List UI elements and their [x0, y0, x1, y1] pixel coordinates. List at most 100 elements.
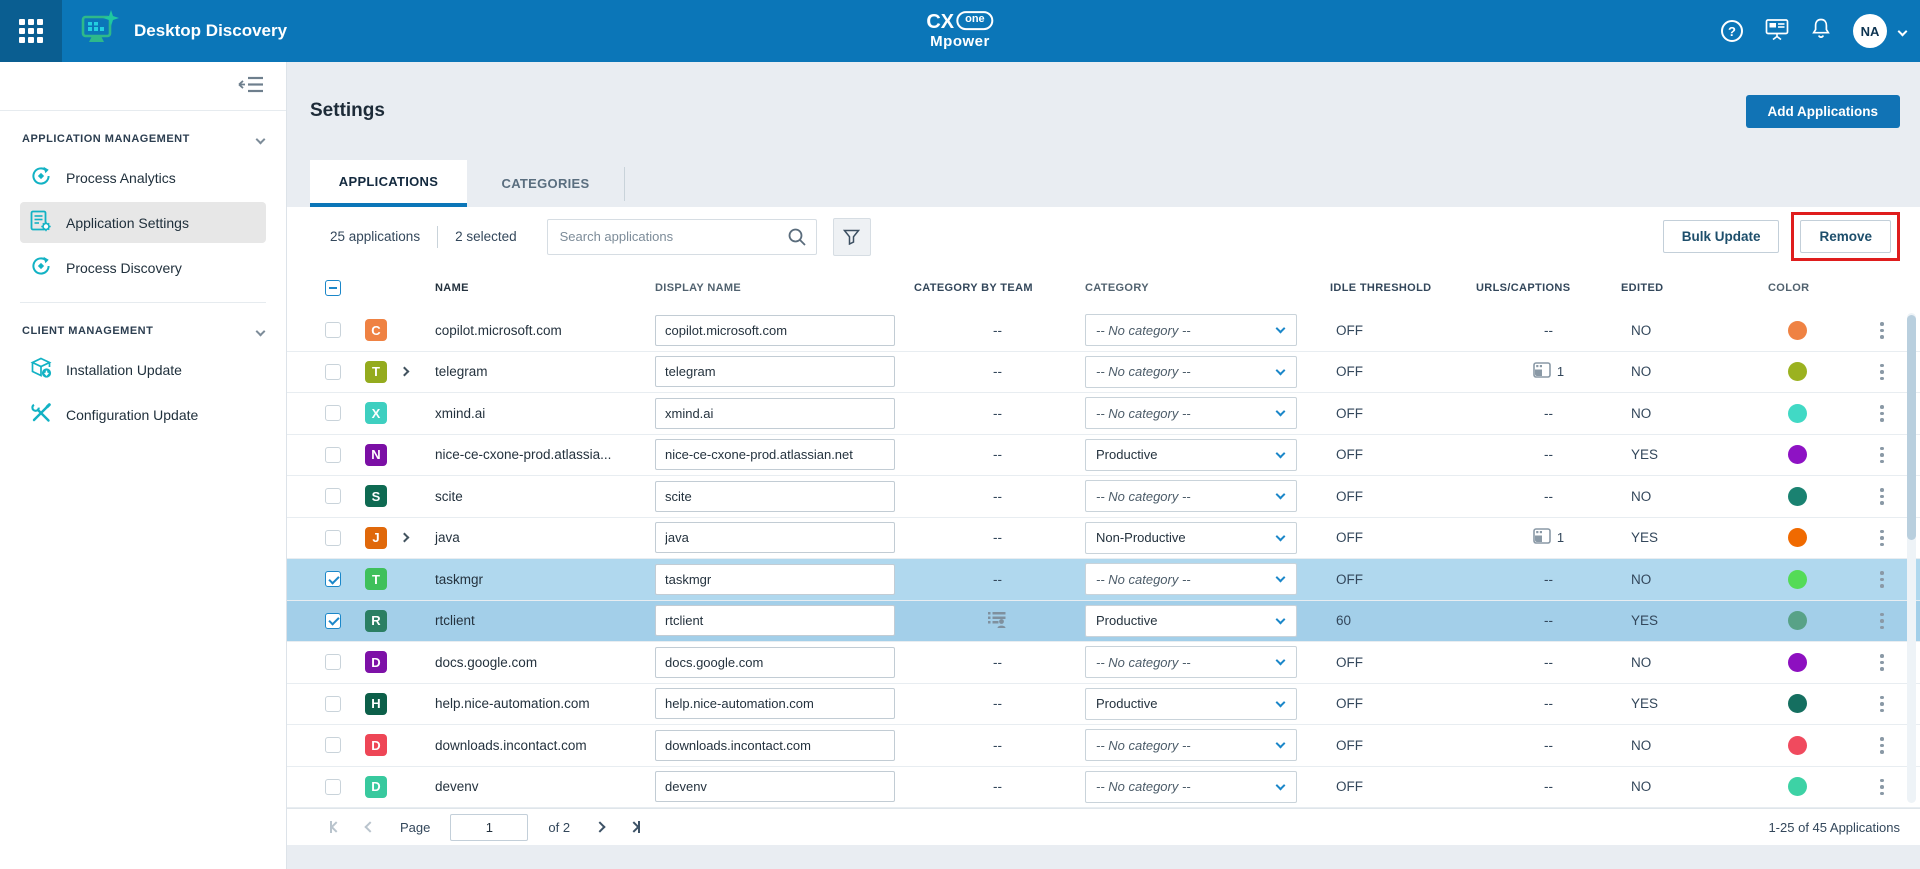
search-input[interactable] — [546, 218, 817, 255]
color-dot[interactable] — [1788, 445, 1807, 465]
row-checkbox[interactable] — [325, 737, 341, 754]
column-display-name[interactable]: DISPLAY NAME — [655, 282, 742, 294]
kebab-menu-icon[interactable] — [1862, 529, 1902, 546]
table-row[interactable]: X xmind.ai -- -- No category -- OFF -- N… — [287, 393, 1920, 435]
display-name-input[interactable] — [655, 771, 895, 803]
table-row[interactable]: S scite -- -- No category -- OFF -- NO — [287, 476, 1920, 518]
kebab-menu-icon[interactable] — [1862, 778, 1902, 795]
help-icon[interactable]: ? — [1721, 20, 1743, 42]
filter-button[interactable] — [832, 217, 871, 256]
row-checkbox[interactable] — [325, 322, 341, 339]
color-dot[interactable] — [1788, 362, 1807, 382]
column-color[interactable]: COLOR — [1768, 282, 1810, 294]
table-row[interactable]: R rtclient Productive 60 -- YES — [287, 600, 1920, 642]
row-checkbox[interactable] — [325, 363, 341, 380]
screen-share-icon[interactable] — [1765, 17, 1789, 46]
column-name[interactable]: NAME — [435, 282, 469, 294]
sidebar-item-process-analytics[interactable]: Process Analytics — [20, 157, 266, 198]
display-name-input[interactable] — [655, 314, 895, 346]
table-row[interactable]: D docs.google.com -- -- No category -- O… — [287, 642, 1920, 684]
last-page-button[interactable] — [628, 821, 641, 833]
vertical-scrollbar[interactable] — [1907, 313, 1916, 803]
row-checkbox[interactable] — [325, 405, 341, 422]
kebab-menu-icon[interactable] — [1862, 488, 1902, 505]
next-page-button[interactable] — [594, 821, 606, 833]
row-checkbox[interactable] — [325, 695, 341, 712]
category-select[interactable]: -- No category -- — [1085, 397, 1297, 430]
avatar[interactable]: NA — [1853, 14, 1887, 48]
color-dot[interactable] — [1788, 652, 1807, 672]
category-select[interactable]: Productive — [1085, 438, 1297, 471]
expand-chevron-icon[interactable] — [399, 366, 410, 377]
table-row[interactable]: C copilot.microsoft.com -- -- No categor… — [287, 310, 1920, 352]
color-dot[interactable] — [1788, 528, 1807, 548]
column-category-by-team[interactable]: CATEGORY BY TEAM — [914, 282, 1033, 294]
kebab-menu-icon[interactable] — [1862, 322, 1902, 339]
prev-page-button[interactable] — [364, 821, 376, 833]
row-checkbox[interactable] — [325, 654, 341, 671]
table-row[interactable]: J java -- Non-Productive OFF 1 YES — [287, 518, 1920, 559]
display-name-input[interactable] — [655, 688, 895, 720]
color-dot[interactable] — [1788, 486, 1807, 506]
category-select[interactable]: Productive — [1085, 687, 1297, 720]
row-checkbox[interactable] — [325, 612, 341, 629]
column-idle-threshold[interactable]: IDLE THRESHOLD — [1330, 282, 1432, 294]
color-dot[interactable] — [1788, 320, 1807, 340]
table-row[interactable]: D downloads.incontact.com -- -- No categ… — [287, 725, 1920, 767]
display-name-input[interactable] — [655, 729, 895, 761]
row-checkbox[interactable] — [325, 571, 341, 588]
category-select[interactable]: -- No category -- — [1085, 729, 1297, 762]
kebab-menu-icon[interactable] — [1862, 612, 1902, 629]
app-launcher-button[interactable] — [0, 0, 62, 62]
color-dot[interactable] — [1788, 694, 1807, 714]
sidebar-item-installation-update[interactable]: Installation Update — [20, 349, 266, 390]
select-all-checkbox[interactable] — [325, 280, 341, 296]
row-checkbox[interactable] — [325, 488, 341, 505]
expand-chevron-icon[interactable] — [399, 532, 410, 543]
color-dot[interactable] — [1788, 735, 1807, 755]
column-edited[interactable]: EDITED — [1621, 282, 1664, 294]
category-select[interactable]: -- No category -- — [1085, 355, 1297, 388]
color-dot[interactable] — [1788, 569, 1807, 589]
kebab-menu-icon[interactable] — [1862, 737, 1902, 754]
row-checkbox[interactable] — [325, 778, 341, 795]
category-select[interactable]: Non-Productive — [1085, 521, 1297, 554]
display-name-input[interactable] — [655, 522, 895, 554]
color-dot[interactable] — [1788, 777, 1807, 797]
sidebar-item-application-settings[interactable]: Application Settings — [20, 202, 266, 243]
category-select[interactable]: -- No category -- — [1085, 646, 1297, 679]
add-applications-button[interactable]: Add Applications — [1745, 94, 1900, 128]
section-application-management[interactable]: APPLICATION MANAGEMENT — [20, 111, 266, 153]
category-select[interactable]: -- No category -- — [1085, 770, 1297, 803]
sidebar-item-process-discovery[interactable]: Process Discovery — [20, 247, 266, 288]
row-checkbox[interactable] — [325, 529, 341, 546]
kebab-menu-icon[interactable] — [1862, 654, 1902, 671]
kebab-menu-icon[interactable] — [1862, 695, 1902, 712]
category-select[interactable]: -- No category -- — [1085, 480, 1297, 513]
column-category[interactable]: CATEGORY — [1085, 282, 1149, 294]
section-client-management[interactable]: CLIENT MANAGEMENT — [20, 303, 266, 345]
sidebar-item-configuration-update[interactable]: Configuration Update — [20, 394, 266, 435]
display-name-input[interactable] — [655, 646, 895, 678]
table-row[interactable]: N nice-ce-cxone-prod.atlassia... -- Prod… — [287, 435, 1920, 476]
notifications-bell-icon[interactable] — [1811, 18, 1831, 45]
kebab-menu-icon[interactable] — [1862, 363, 1902, 380]
column-urls-captions[interactable]: URLS/CAPTIONS — [1476, 282, 1571, 294]
table-row[interactable]: H help.nice-automation.com -- Productive… — [287, 684, 1920, 725]
page-number-input[interactable] — [450, 813, 529, 841]
tab-categories[interactable]: CATEGORIES — [501, 176, 590, 191]
scrollbar-thumb[interactable] — [1907, 315, 1916, 540]
kebab-menu-icon[interactable] — [1862, 571, 1902, 588]
row-checkbox[interactable] — [325, 446, 341, 463]
chevron-down-icon[interactable] — [1897, 26, 1908, 36]
table-row[interactable]: T telegram -- -- No category -- OFF 1 NO — [287, 352, 1920, 393]
category-select[interactable]: -- No category -- — [1085, 314, 1297, 347]
color-dot[interactable] — [1788, 611, 1807, 631]
table-row[interactable]: D devenv -- -- No category -- OFF -- NO — [287, 767, 1920, 808]
sidebar-collapse-button[interactable] — [238, 76, 264, 99]
display-name-input[interactable] — [655, 480, 895, 512]
display-name-input[interactable] — [655, 356, 895, 388]
display-name-input[interactable] — [655, 605, 895, 637]
kebab-menu-icon[interactable] — [1862, 446, 1902, 463]
search-icon[interactable] — [787, 227, 807, 252]
